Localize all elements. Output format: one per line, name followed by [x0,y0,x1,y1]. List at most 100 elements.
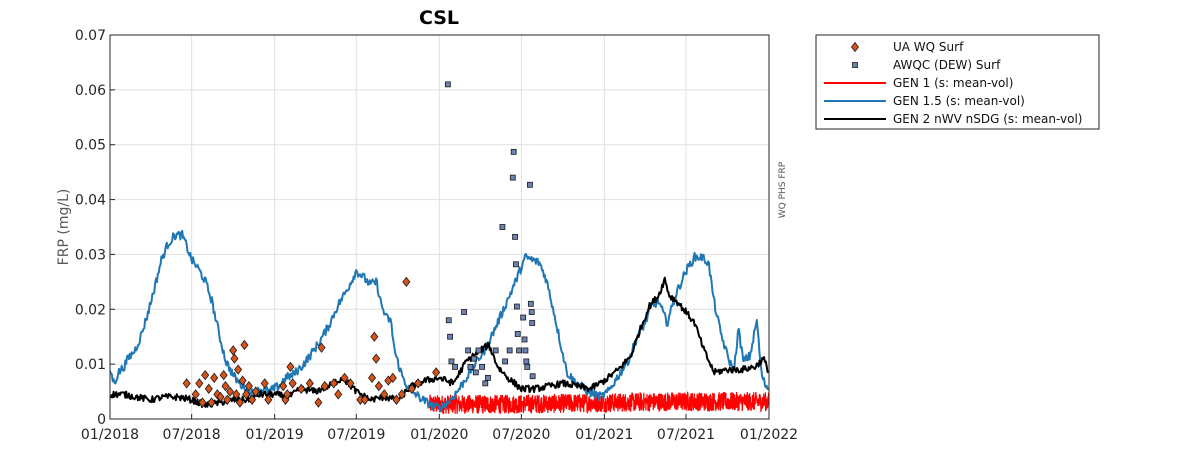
awqc-square-marker [465,347,472,354]
x-tick-label: 07/2020 [492,427,550,443]
side-label: WQ PHS FRP [778,161,788,218]
ua-diamond-marker [229,345,238,356]
awqc-square-marker [527,181,533,188]
ua-diamond-marker [368,372,377,384]
x-tick-label: 01/2019 [246,427,304,443]
ua-diamond-marker [329,378,338,389]
awqc-square-marker [492,347,499,354]
legend-entry-label: AWQC (DEW) Surf [893,58,1001,72]
axis-ticks: 0 0.01 0.02 0.03 0.04 0.05 0.06 0.07 01/2018 07/2… [75,28,798,443]
awqc-square-marker [521,336,528,343]
awqc-square-marker [461,309,467,315]
awqc-square-marker [502,358,509,365]
ua-diamond-marker [305,378,314,389]
ua-diamond-marker [370,331,379,342]
ua-diamond-marker [204,383,213,394]
x-tick-label: 07/2018 [163,427,221,443]
awqc-square-marker [520,314,527,321]
x-tick-label: 01/2020 [410,427,468,443]
ua-diamond-marker [198,397,207,408]
awqc-square-marker [510,148,517,155]
ua-diamond-marker [407,383,416,394]
y-axis-label: FRP (mg/L) [56,189,72,266]
ua-diamond-marker [221,380,230,392]
ua-diamond-marker [288,378,297,389]
legend-square-marker [852,62,858,68]
x-tick-label: 01/2018 [81,427,139,443]
ua-diamond-marker [283,389,292,400]
ua-diamond-marker [234,364,243,375]
y-tick-label: 0.03 [75,247,106,263]
plot-area: 0 0.01 0.02 0.03 0.04 0.05 0.06 0.07 01/2018 07/2… [75,28,798,443]
awqc-square-marker [485,374,491,381]
ua-diamond-marker [320,380,329,392]
ua-diamond-marker [388,372,397,384]
ua-diamond-marker [230,353,239,364]
ua-diamond-marker [279,380,288,392]
awqc-square-marker [447,333,453,340]
ua-diamond-marker [225,386,234,397]
awqc-square-marker [482,380,489,387]
ua-diamond-marker [297,383,306,394]
awqc-square-marker [479,363,486,370]
awqc-square-marker [529,320,536,326]
x-tick-label: 01/2021 [575,427,633,443]
ua-diamond-marker [414,378,423,389]
ua-diamond-marker [240,339,249,351]
y-tick-label: 0.07 [75,28,106,44]
ua-diamond-marker [191,389,200,400]
ua-diamond-marker [216,391,225,403]
legend-entry-label: GEN 1 (s: mean-vol) [893,76,1013,90]
y-tick-label: 0.01 [75,357,106,373]
ua-diamond-marker [201,369,210,381]
awqc-square-marker [522,347,529,354]
awqc-square-marker [509,174,516,181]
ua-diamond-marker [317,342,326,353]
awqc-square-marker [471,355,477,362]
ua-diamond-marker [392,394,401,405]
ua-diamond-marker [238,375,247,386]
ua-diamond-marker [210,372,219,384]
legend: UA WQ Surf AWQC (DEW) Surf GEN 1 (s: mean-… [815,34,1100,130]
y-tick-label: 0.04 [75,193,106,209]
ua-diamond-marker [334,389,343,400]
ua-diamond-marker [286,361,295,373]
ua-diamond-marker [182,378,191,389]
awqc-square-marker [523,358,530,365]
awqc-square-marker [499,224,506,230]
awqc-square-marker [452,363,458,370]
y-tick-label: 0.02 [75,302,106,318]
awqc-square-marker [445,317,452,324]
ua-diamond-marker [374,380,383,392]
ua-diamond-marker [235,397,244,408]
x-tick-label: 01/2022 [740,427,798,443]
x-tick-label: 07/2021 [657,427,715,443]
awqc-square-marker [506,347,513,354]
awqc-square-marker [475,347,482,354]
awqc-square-marker [513,261,519,268]
ua-diamond-marker [219,369,228,381]
awqc-square-marker [516,347,523,354]
ua-diamond-marker [251,386,260,397]
awqc-square-marker [472,369,479,376]
awqc-square-marker [444,81,451,88]
awqc-square-marker [514,331,521,337]
ua-diamond-marker [242,389,251,400]
awqc-square-marker [448,358,455,365]
ua-diamond-marker [432,367,441,378]
ua-diamond-marker [264,394,273,405]
awqc-square-marker [513,303,520,310]
ua-diamond-marker [372,353,381,364]
ua-diamond-marker [360,394,369,405]
ua-diamond-marker [260,378,269,389]
ua-diamond-marker [380,389,389,400]
ua-diamond-marker [248,394,257,405]
awqc-square-marker [528,309,535,315]
awqc-square-marker [512,233,518,240]
y-tick-label: 0 [97,412,106,428]
ua-diamond-marker [314,397,323,408]
awqc-square-marker [467,363,474,370]
ua-diamond-marker [244,380,253,392]
ua-diamond-marker [207,397,216,408]
legend-entry-label: GEN 1.5 (s: mean-vol) [893,94,1025,108]
